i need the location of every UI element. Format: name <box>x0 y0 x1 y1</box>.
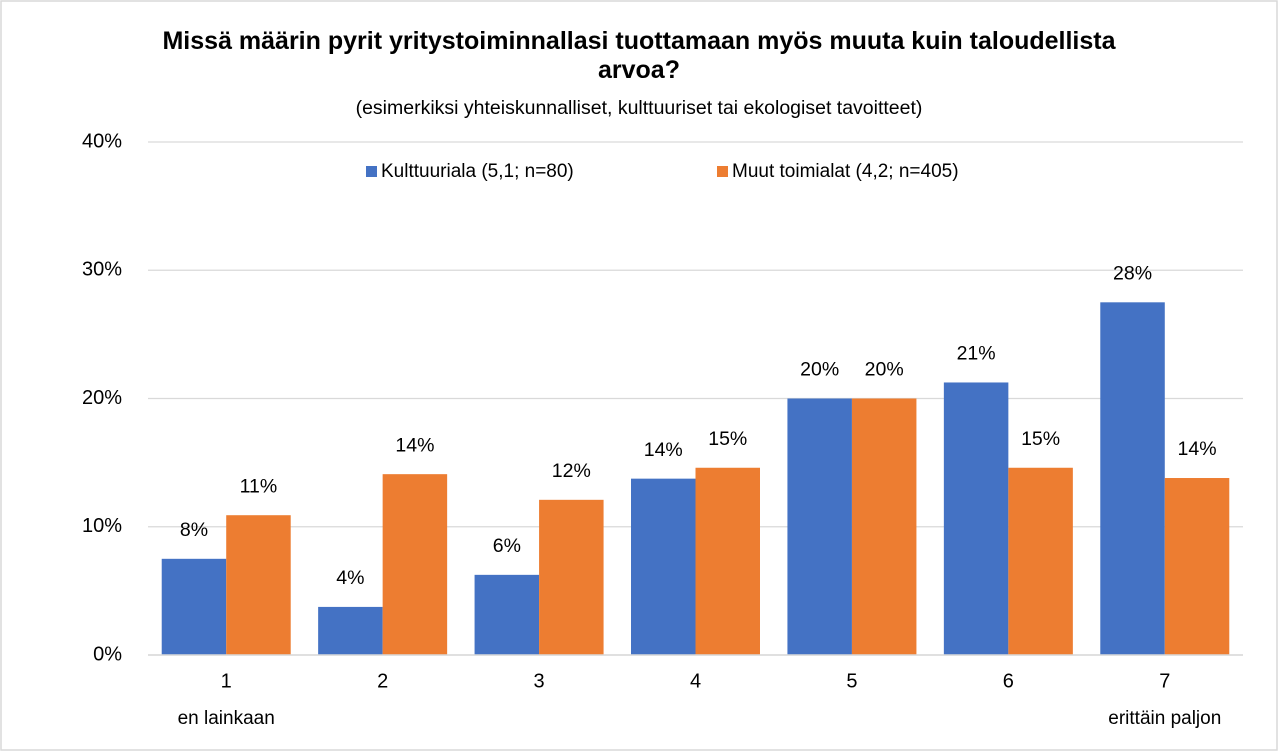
data-label: 21% <box>957 343 996 365</box>
data-label: 11% <box>240 475 278 497</box>
bar <box>787 398 852 655</box>
data-label: 6% <box>493 535 521 557</box>
x-tick-label: 2 <box>377 670 388 692</box>
x-sublabel: en lainkaan <box>178 708 275 729</box>
legend-label: Muut toimialat (4,2; n=405) <box>732 161 959 182</box>
legend-label: Kulttuuriala (5,1; n=80) <box>381 161 574 182</box>
bar <box>1164 478 1230 655</box>
bar <box>695 467 760 655</box>
bar <box>1008 467 1073 655</box>
bar <box>226 515 291 655</box>
x-tick-label: 1 <box>221 670 232 692</box>
y-tick-label: 20% <box>82 387 122 409</box>
y-tick-label: 10% <box>82 515 122 537</box>
data-label: 12% <box>552 460 591 482</box>
x-tick-label: 4 <box>690 670 701 692</box>
data-label: 15% <box>708 428 747 450</box>
data-label: 8% <box>180 519 208 541</box>
bar <box>318 606 383 655</box>
bar <box>382 474 448 655</box>
y-tick-label: 30% <box>82 259 122 281</box>
data-label: 4% <box>336 567 364 589</box>
y-tick-label: 40% <box>82 130 122 152</box>
chart-title: Missä määrin pyrit yritystoiminnallasi t… <box>162 27 1116 84</box>
x-sublabel: erittäin paljon <box>1108 708 1221 729</box>
bar <box>539 499 604 655</box>
legend-swatch <box>366 166 377 177</box>
legend-swatch <box>717 166 728 177</box>
data-label: 28% <box>1113 262 1152 284</box>
data-label: 15% <box>1021 428 1060 450</box>
data-label: 14% <box>1178 438 1217 460</box>
data-label: 20% <box>800 359 839 381</box>
x-tick-label: 5 <box>846 670 857 692</box>
bar <box>161 558 227 655</box>
x-tick-label: 6 <box>1003 670 1014 692</box>
y-tick-label: 0% <box>93 643 122 665</box>
data-label: 14% <box>395 434 434 456</box>
bar <box>943 382 1009 655</box>
bar <box>1100 302 1165 655</box>
data-label: 20% <box>865 359 904 381</box>
x-tick-label: 3 <box>534 670 545 692</box>
bar <box>851 398 917 655</box>
chart-subtitle: (esimerkiksi yhteiskunnalliset, kulttuur… <box>356 97 923 119</box>
data-label: 14% <box>644 439 683 461</box>
bar <box>631 478 696 655</box>
x-tick-label: 7 <box>1159 670 1170 692</box>
bar <box>474 574 540 655</box>
